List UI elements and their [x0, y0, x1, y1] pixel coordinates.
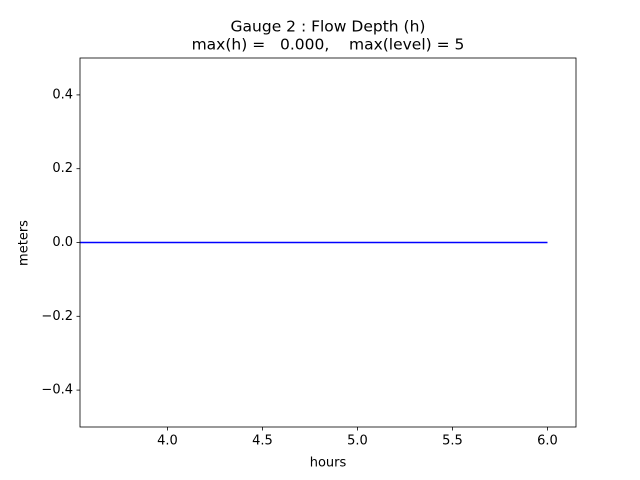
- x-tick-label: 4.0: [157, 434, 178, 449]
- plot-frame: [79, 57, 577, 428]
- x-tick-label: 5.5: [442, 434, 463, 449]
- y-tick-label: 0.4: [52, 87, 73, 102]
- x-tick-label: 6.0: [537, 434, 558, 449]
- y-tick-label: −0.4: [41, 383, 73, 398]
- y-tick-label: 0.0: [52, 235, 73, 250]
- x-tick-label: 5.0: [347, 434, 368, 449]
- chart-subtitle: max(h) = 0.000, max(level) = 5: [192, 36, 465, 54]
- y-tick-label: −0.2: [41, 309, 73, 324]
- y-axis-label: meters: [17, 220, 32, 266]
- x-axis-label: hours: [310, 456, 347, 471]
- chart-title: Gauge 2 : Flow Depth (h): [231, 18, 426, 36]
- x-tick-label: 4.5: [252, 434, 273, 449]
- y-tick-label: 0.2: [52, 161, 73, 176]
